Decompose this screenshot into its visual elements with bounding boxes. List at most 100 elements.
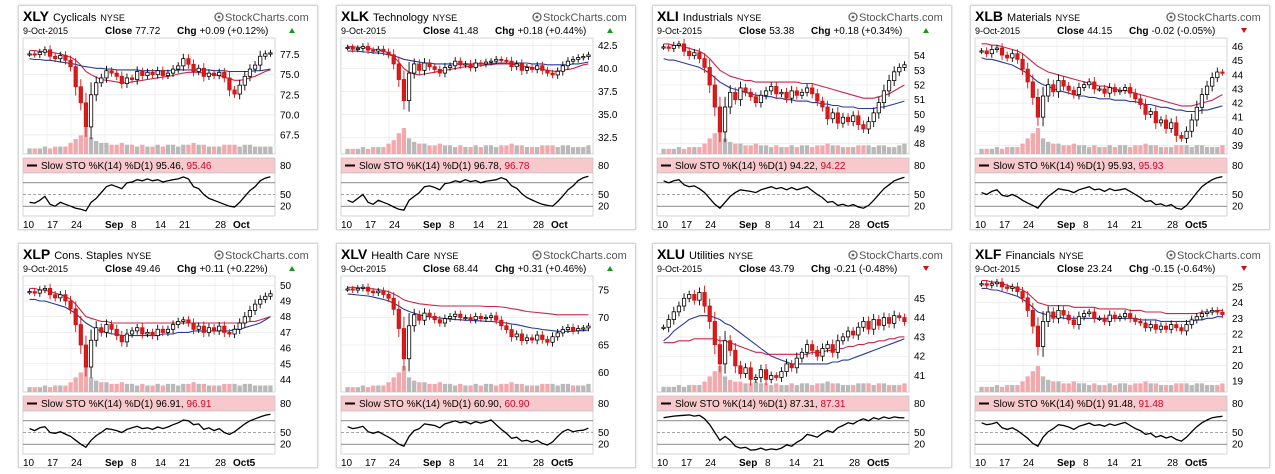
price-tick-label: 70 — [598, 313, 610, 324]
volume-bar — [109, 145, 113, 154]
time-tick-label: 14 — [1107, 458, 1119, 469]
volume-bar — [1082, 145, 1086, 154]
time-tick-label: 24 — [71, 220, 83, 231]
volume-bar — [749, 145, 753, 154]
price-tick-label: 50 — [914, 110, 926, 121]
chart-panel-xlu[interactable]: XLU Utilities NYSE StockCharts.com 9-Oct-201… — [652, 243, 952, 468]
volume-bar — [376, 147, 380, 154]
volume-bar — [125, 145, 129, 154]
volume-bar — [754, 382, 758, 392]
volume-bar — [422, 144, 426, 154]
price-tick-label: 39 — [1232, 141, 1244, 152]
volume-bar — [525, 386, 529, 393]
chart-date: 9-Oct-2015 — [657, 26, 702, 36]
chart-date: 9-Oct-2015 — [341, 264, 386, 274]
volume-bar — [661, 387, 665, 392]
chart-panel-xlf[interactable]: XLF Financials NYSE StockCharts.com 9-Oct-20… — [970, 243, 1270, 468]
volume-bar — [851, 385, 855, 392]
volume-bar — [1077, 145, 1081, 154]
volume-bar — [738, 144, 742, 154]
volume-bar — [438, 382, 442, 392]
price-tick-label: 46 — [280, 344, 292, 355]
chart-panel-xly[interactable]: XLY Cyclicals NYSE StockCharts.com 9-Oct-201… — [18, 5, 318, 230]
time-tick-label: 21 — [813, 220, 825, 231]
sto-tick-label: 50 — [280, 190, 292, 201]
up-arrow-icon — [923, 28, 929, 33]
volume-bar — [150, 147, 154, 154]
volume-bar — [1143, 382, 1147, 392]
volume-bar — [1031, 133, 1035, 154]
price-tick-label: 40 — [1232, 127, 1244, 138]
volume-bar — [484, 145, 488, 154]
volume-bar — [677, 147, 681, 154]
time-tick-label: 10 — [341, 458, 353, 469]
volume-bar — [1108, 145, 1112, 154]
volume-bar — [672, 149, 676, 154]
volume-bar — [499, 384, 503, 392]
time-tick-label: 28 — [215, 458, 227, 469]
time-tick-label: 28 — [849, 458, 861, 469]
time-tick-label: 14 — [789, 458, 801, 469]
volume-bar — [759, 383, 763, 392]
volume-bar — [1205, 385, 1209, 392]
ticker-symbol: XLP — [23, 246, 50, 262]
time-tick-label: 24 — [705, 458, 717, 469]
sto-tick-label: 50 — [914, 428, 926, 439]
time-axis: 10 17 24 Sep 8 14 21 28 Oct5 — [23, 458, 256, 469]
chart-title: XLU Utilities NYSE — [657, 246, 753, 262]
volume-bar — [877, 383, 881, 392]
price-tick-label: 54 — [914, 51, 926, 62]
sto-tick-label: 20 — [1232, 202, 1244, 213]
volume-bar — [825, 144, 829, 154]
price-tick-label: 51 — [914, 95, 926, 106]
volume-bar — [145, 386, 149, 393]
volume-bar — [504, 384, 508, 392]
volume-bar — [99, 143, 103, 154]
volume-bar — [733, 144, 737, 154]
chart-svg: XLY Cyclicals NYSE StockCharts.com9-Oct-201… — [19, 6, 319, 231]
volume-bar — [58, 147, 62, 154]
volume-bar — [115, 145, 119, 154]
chart-panel-xlp[interactable]: XLP Cons. Staples NYSE StockCharts.com 9-Oct… — [18, 243, 318, 468]
change-readout: Chg +0.18 (+0.34%) — [811, 26, 902, 37]
time-tick-label: 8 — [1083, 220, 1089, 231]
volume-bar — [43, 386, 47, 393]
price-tick-label: 43 — [1232, 84, 1244, 95]
sto-legend-label: Slow STO %K(14) %D(1) 95.46, 95.46 — [41, 161, 212, 172]
volume-bar — [1123, 383, 1127, 392]
volume-bar — [207, 147, 211, 154]
volume-bar — [566, 145, 570, 154]
volume-bar — [381, 147, 385, 154]
time-tick-label: 24 — [389, 458, 401, 469]
volume-bar — [795, 385, 799, 392]
volume-bar — [166, 384, 170, 392]
volume-bar — [140, 384, 144, 392]
volume-bar — [68, 382, 72, 392]
chart-panel-xlv[interactable]: XLV Health Care NYSE StockCharts.com 9-Oct-2… — [336, 243, 636, 468]
chart-panel-xlk[interactable]: XLK Technology NYSE StockCharts.com 9-Oct-20… — [336, 5, 636, 230]
volume-bar — [397, 373, 401, 393]
price-tick-label: 41 — [1232, 113, 1244, 124]
volume-bar — [1067, 145, 1071, 154]
volume-bar — [212, 147, 216, 154]
sector-name: Cyclicals — [53, 12, 97, 24]
sto-tick-label: 80 — [1232, 399, 1244, 410]
volume-bar — [1113, 147, 1117, 154]
volume-bar — [99, 382, 103, 392]
volume-bar — [1143, 144, 1147, 154]
volume-bar — [687, 385, 691, 392]
volume-bar — [74, 139, 78, 154]
close-readout: Close 77.72 — [105, 26, 161, 37]
chart-title: XLK Technology NYSE — [341, 8, 457, 24]
volume-bar — [453, 386, 457, 393]
chart-panel-xli[interactable]: XLI Industrials NYSE StockCharts.com 9-Oct-2… — [652, 5, 952, 230]
time-tick-label: 10 — [23, 220, 35, 231]
time-tick-label: 21 — [179, 458, 191, 469]
chart-panel-xlb[interactable]: XLB Materials NYSE StockCharts.com 9-Oct-201… — [970, 5, 1270, 230]
volume-bar — [494, 147, 498, 154]
chart-date: 9-Oct-2015 — [23, 26, 68, 36]
volume-bar — [535, 147, 539, 154]
volume-bar — [433, 384, 437, 392]
sto-tick-label: 20 — [914, 202, 926, 213]
volume-bar — [238, 147, 242, 154]
